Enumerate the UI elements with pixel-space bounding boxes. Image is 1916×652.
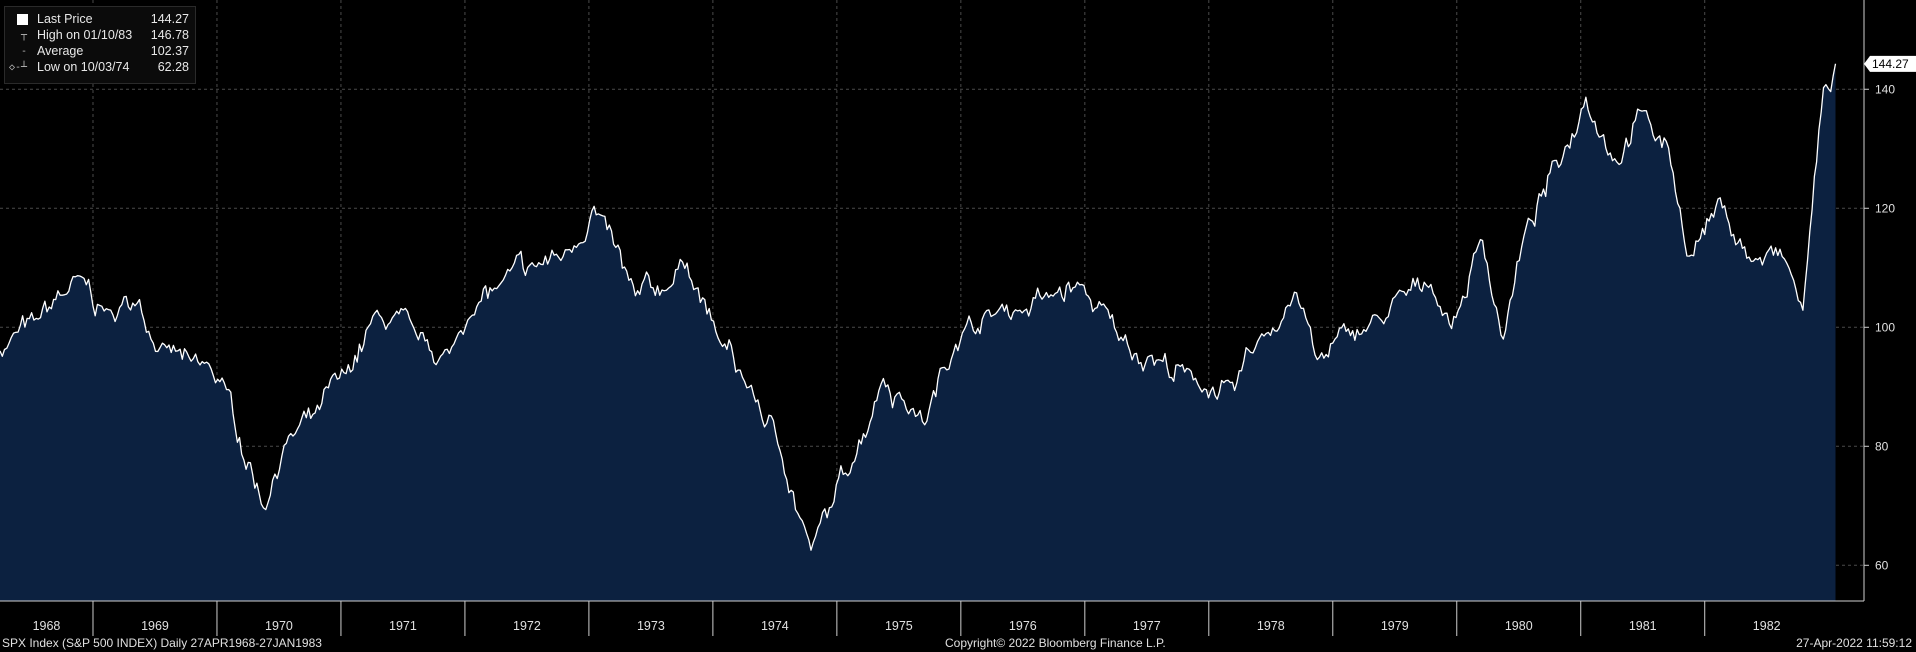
- x-tick-label: 1980: [1505, 619, 1533, 633]
- x-tick-label: 1972: [513, 619, 541, 633]
- x-tick-label: 1970: [265, 619, 293, 633]
- x-tick-label: 1976: [1009, 619, 1037, 633]
- legend-last-price-label: Last Price: [37, 12, 93, 26]
- legend-high-marker-icon: ┬: [9, 30, 28, 41]
- footer-copyright: Copyright© 2022 Bloomberg Finance L.P.: [945, 636, 1166, 650]
- price-line: [0, 63, 1837, 551]
- legend-row-low[interactable]: ┴ Low on 10/03/74 62.28: [5, 59, 195, 75]
- x-tick-label: 1969: [141, 619, 169, 633]
- legend-row-average[interactable]: -◇- Average 102.37: [5, 43, 195, 73]
- price-area-fill: [0, 63, 1836, 602]
- legend-panel[interactable]: Last Price 144.27 ┬ High on 01/10/83 146…: [4, 6, 196, 84]
- legend-high-value: 146.78: [150, 28, 189, 42]
- x-tick-label: 1979: [1381, 619, 1409, 633]
- x-tick-label: 1982: [1753, 619, 1781, 633]
- x-tick-label: 1978: [1257, 619, 1285, 633]
- legend-row-last-price[interactable]: Last Price 144.27: [5, 11, 195, 27]
- y-tick-label: 140: [1875, 82, 1895, 96]
- y-tick-label: 60: [1875, 558, 1889, 572]
- legend-row-high[interactable]: ┬ High on 01/10/83 146.78: [5, 27, 195, 43]
- x-tick-label: 1975: [885, 619, 913, 633]
- x-tick-label: 1973: [637, 619, 665, 633]
- legend-last-price-value: 144.27: [150, 12, 189, 26]
- legend-low-value: 62.28: [157, 60, 189, 74]
- legend-high-label: High on 01/10/83: [37, 28, 133, 42]
- x-axis: 1968 1969 1970 1971 1972 1973 1974 1975 1976 1977…: [33, 601, 1781, 636]
- x-tick-label: 1971: [389, 619, 417, 633]
- legend-low-marker-icon: ┴: [9, 62, 28, 73]
- y-tick-label: 100: [1875, 320, 1895, 334]
- footer-timestamp: 27-Apr-2022 11:59:12: [1796, 636, 1912, 650]
- legend-average-marker-icon: -◇-: [9, 46, 28, 73]
- y-axis: 60 80 100 120 140: [1864, 82, 1895, 572]
- y-tick-label: 80: [1875, 439, 1889, 453]
- last-price-marker: 144.27: [1864, 55, 1916, 72]
- x-tick-label: 1974: [761, 619, 789, 633]
- legend-square-icon: [9, 12, 33, 26]
- legend-low-label: Low on 10/03/74: [37, 60, 130, 74]
- x-tick-label: 1977: [1133, 619, 1161, 633]
- legend-average-label: Average: [37, 44, 84, 58]
- legend-average-value: 102.37: [150, 44, 189, 58]
- x-tick-label: 1968: [33, 619, 61, 633]
- x-tick-label: 1981: [1629, 619, 1657, 633]
- last-price-tag: [1864, 55, 1916, 72]
- footer-security-info: SPX Index (S&P 500 INDEX) Daily 27APR196…: [2, 636, 322, 650]
- y-tick-label: 120: [1875, 201, 1895, 215]
- last-price-tag-label: 144.27: [1872, 57, 1909, 71]
